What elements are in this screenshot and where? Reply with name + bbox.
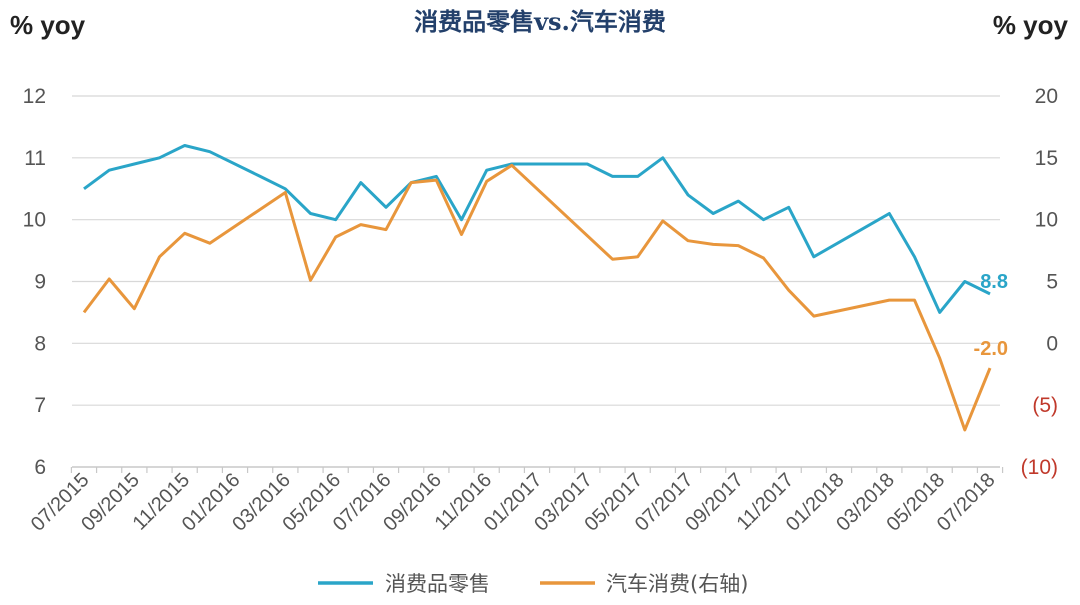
- left-tick-label: 6: [34, 456, 46, 479]
- right-tick-label: (5): [1032, 394, 1058, 417]
- left-tick-label: 8: [34, 332, 46, 355]
- legend: 消费品零售 汽车消费(右轴): [318, 572, 748, 596]
- legend-label: 汽车消费(右轴): [606, 572, 748, 596]
- left-tick-label: 10: [23, 209, 46, 232]
- end-value-label: 8.8: [980, 271, 1008, 293]
- gridlines: [72, 95, 1000, 406]
- right-axis-ticks: 20 15 10 5 0 (5) (10): [1021, 85, 1058, 479]
- left-tick-label: 9: [34, 271, 46, 294]
- x-axis: 07/201509/201511/201501/201603/201605/20…: [27, 466, 1004, 536]
- chart-title: 消费品零售vs.汽车消费: [414, 7, 666, 36]
- right-tick-label: 20: [1035, 85, 1058, 108]
- series-line-auto: [82, 163, 992, 432]
- right-tick-label: (10): [1021, 456, 1058, 479]
- series-lines: [82, 144, 992, 432]
- right-tick-label: 10: [1035, 209, 1058, 232]
- right-tick-label: 15: [1035, 147, 1058, 170]
- end-value-label: -2.0: [974, 338, 1008, 360]
- legend-label: 消费品零售: [385, 572, 490, 596]
- right-axis-unit: % yoy: [993, 10, 1069, 40]
- left-axis-ticks: 12 11 10 9 8 7 6: [23, 85, 46, 479]
- series-line-retail: [83, 144, 991, 314]
- right-tick-label: 5: [1046, 271, 1058, 294]
- left-tick-label: 7: [34, 394, 46, 417]
- left-axis-unit: % yoy: [10, 10, 86, 40]
- end-labels: 8.8 -2.0: [974, 271, 1008, 360]
- left-tick-label: 11: [24, 147, 46, 170]
- left-tick-label: 12: [23, 85, 46, 108]
- right-tick-label: 0: [1046, 332, 1058, 355]
